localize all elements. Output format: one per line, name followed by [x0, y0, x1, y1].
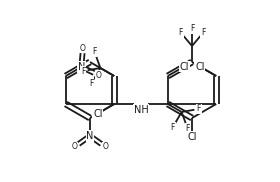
Text: Cl: Cl	[93, 108, 102, 118]
Text: O: O	[71, 142, 77, 151]
Text: O: O	[103, 142, 109, 151]
Text: N: N	[86, 131, 94, 141]
Text: F: F	[89, 79, 94, 88]
Text: F: F	[201, 28, 206, 37]
Text: Cl: Cl	[187, 132, 197, 142]
Text: N: N	[78, 62, 85, 72]
Text: O: O	[80, 43, 86, 53]
Text: O: O	[96, 71, 101, 80]
Text: F: F	[185, 124, 190, 133]
Text: F: F	[190, 24, 194, 33]
Text: F: F	[179, 28, 183, 37]
Text: F: F	[171, 123, 175, 132]
Text: NH: NH	[134, 105, 148, 115]
Text: Cl: Cl	[179, 62, 189, 72]
Text: F: F	[81, 67, 85, 76]
Text: F: F	[197, 104, 201, 113]
Text: Cl: Cl	[195, 62, 205, 72]
Text: F: F	[92, 47, 97, 56]
